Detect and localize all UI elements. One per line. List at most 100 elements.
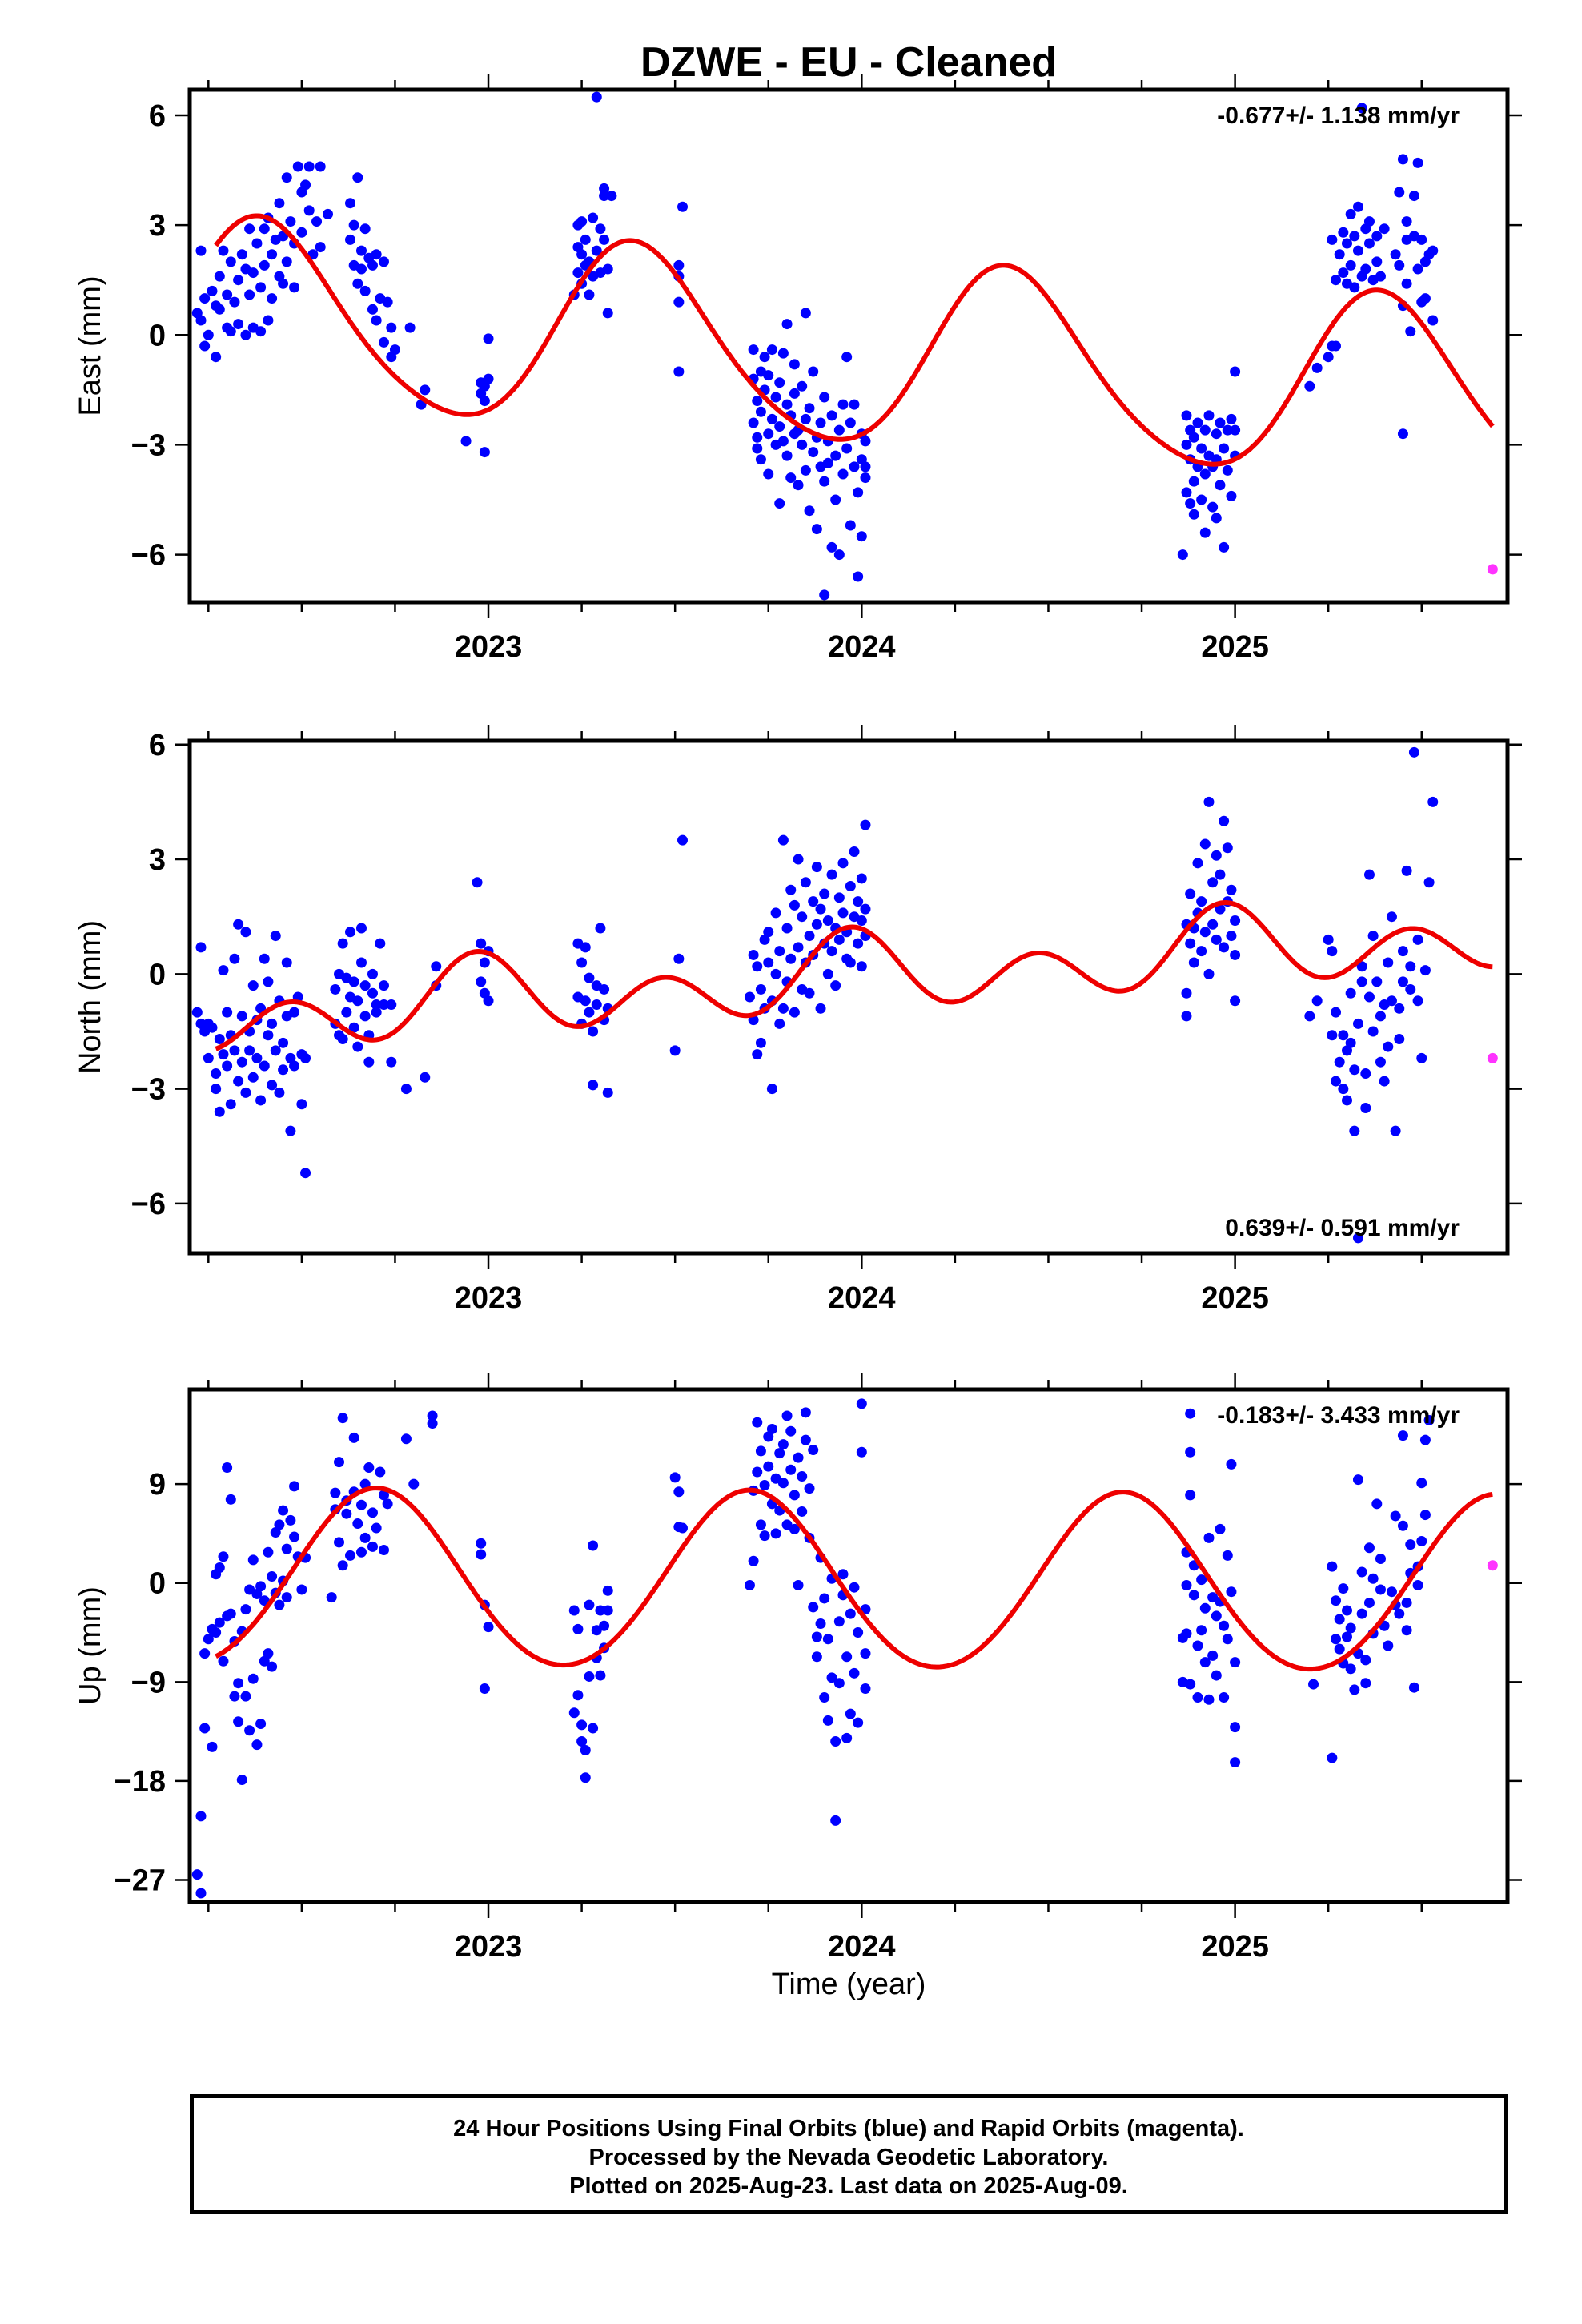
final-point: [1360, 263, 1371, 275]
final-point: [845, 520, 856, 531]
final-point: [819, 392, 830, 403]
plot-frame: [187, 1387, 1510, 1904]
final-point: [334, 1457, 345, 1468]
final-point: [1308, 1679, 1319, 1690]
final-point: [1188, 509, 1199, 520]
final-point: [1211, 428, 1222, 440]
final-point: [1185, 498, 1196, 509]
final-point: [673, 366, 685, 377]
final-point: [1219, 541, 1230, 553]
final-point: [1215, 869, 1226, 880]
final-point: [285, 1125, 296, 1136]
final-point: [476, 1549, 487, 1560]
final-point: [752, 1466, 763, 1478]
fit-curve: [215, 1486, 1493, 1672]
y-axis-label: Up (mm): [74, 1586, 107, 1705]
final-point: [195, 1811, 207, 1822]
final-point: [1405, 1539, 1416, 1550]
final-point: [1230, 1722, 1241, 1733]
final-point: [576, 1735, 588, 1747]
final-point: [363, 1462, 375, 1474]
final-point: [259, 223, 270, 235]
final-point: [595, 1670, 606, 1681]
final-point: [195, 942, 207, 953]
final-point: [774, 377, 785, 388]
final-point: [337, 938, 348, 949]
final-point: [1203, 410, 1215, 421]
final-point: [1181, 487, 1192, 498]
final-point: [229, 953, 240, 964]
final-point: [837, 1569, 849, 1580]
final-point: [1222, 842, 1233, 854]
final-point: [359, 285, 371, 296]
final-point: [1401, 1625, 1412, 1636]
final-point: [568, 1605, 580, 1616]
final-point: [199, 340, 211, 352]
final-point: [797, 911, 808, 923]
final-point: [785, 472, 797, 484]
final-point: [774, 421, 785, 432]
final-point: [599, 983, 610, 995]
final-point: [1386, 911, 1397, 923]
final-point: [1219, 815, 1230, 826]
final-point: [352, 1518, 363, 1530]
final-point: [1383, 1041, 1394, 1052]
final-point: [255, 1095, 267, 1106]
final-point: [420, 384, 431, 396]
final-point: [808, 896, 819, 907]
final-point: [1327, 234, 1338, 245]
final-point: [191, 1007, 203, 1018]
final-point: [225, 1099, 236, 1110]
final-point: [296, 1584, 307, 1595]
footer-line-2: Processed by the Nevada Geodetic Laborat…: [588, 2145, 1109, 2170]
final-point: [1323, 934, 1334, 945]
final-point: [748, 417, 759, 428]
final-point: [572, 1690, 584, 1701]
final-point: [263, 1648, 274, 1659]
final-point: [225, 326, 236, 337]
y-tick-label: 0: [149, 319, 166, 352]
final-point: [1334, 1643, 1345, 1655]
final-point: [1419, 965, 1431, 976]
final-point: [367, 304, 378, 315]
fit-curve: [214, 213, 1495, 467]
final-point: [752, 432, 763, 443]
final-point: [588, 1026, 599, 1037]
final-point: [1352, 1018, 1363, 1029]
final-point: [195, 245, 207, 256]
final-point: [793, 854, 804, 865]
final-point: [1356, 976, 1367, 987]
final-point: [263, 315, 274, 326]
final-point: [285, 216, 296, 227]
final-point: [263, 976, 274, 987]
final-point: [1222, 464, 1233, 476]
final-point: [278, 1037, 289, 1048]
final-point: [1360, 1068, 1371, 1080]
final-point: [195, 315, 207, 326]
final-point: [278, 1505, 289, 1516]
final-point: [808, 366, 819, 377]
north-panel: 2023 2024 2025 −6 −3 0 3 6 North (mm) 0.639+/- 0.…: [74, 725, 1522, 1315]
final-point: [1419, 293, 1431, 304]
velocity-label: -0.677+/- 1.138 mm/yr: [1217, 103, 1460, 129]
final-point: [833, 1616, 845, 1627]
final-point: [222, 1007, 233, 1018]
final-point: [804, 403, 815, 414]
final-point: [292, 161, 303, 172]
final-point: [841, 352, 853, 363]
final-point: [1356, 1608, 1367, 1619]
final-point: [1416, 234, 1427, 245]
final-point: [1405, 983, 1416, 995]
final-point: [1219, 1692, 1230, 1703]
final-point: [673, 296, 685, 308]
final-point: [1230, 995, 1241, 1007]
final-point: [1199, 527, 1211, 538]
final-point: [251, 238, 263, 249]
final-point: [345, 1550, 356, 1561]
final-point: [289, 1531, 300, 1542]
final-point: [404, 322, 416, 333]
final-point: [281, 256, 292, 267]
final-point: [1375, 1056, 1386, 1068]
final-point: [1341, 1095, 1352, 1106]
final-point: [355, 263, 367, 275]
